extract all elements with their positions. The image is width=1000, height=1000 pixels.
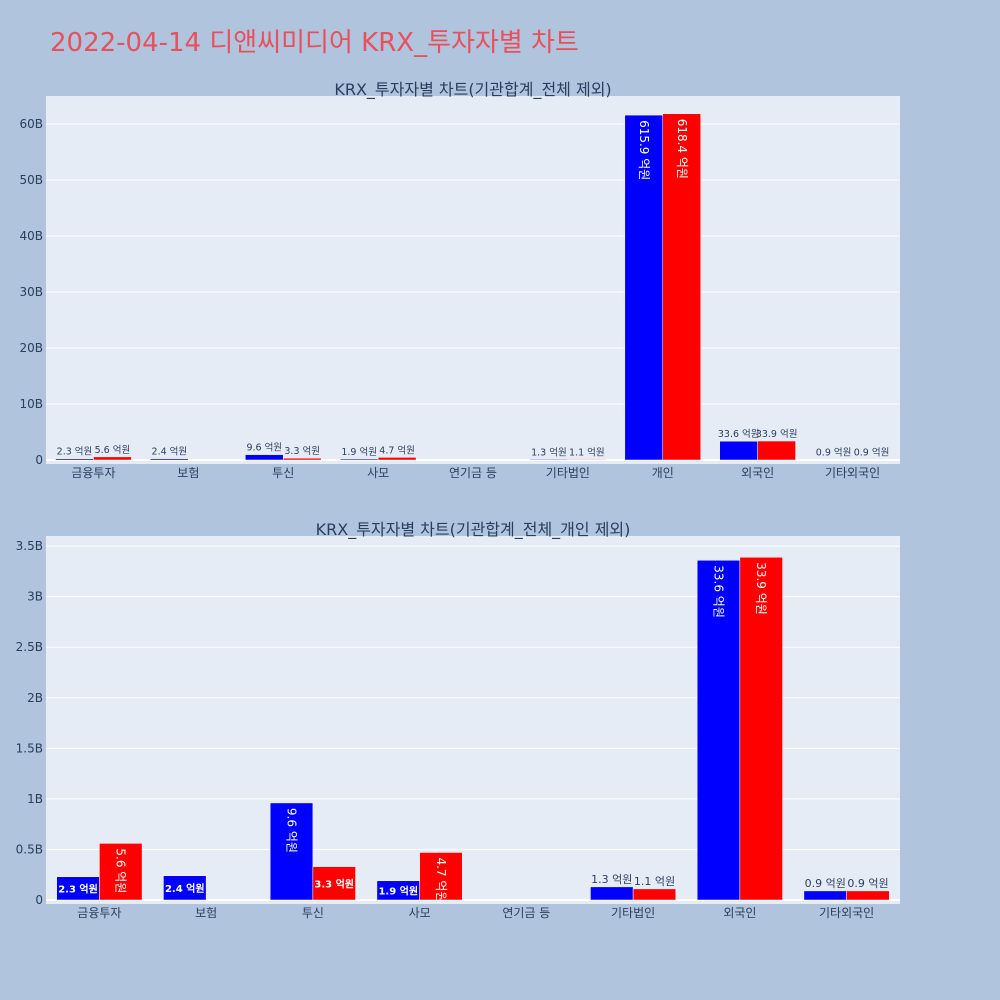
bar — [624, 114, 664, 461]
x-tick-label: 기타외국인 — [825, 466, 880, 480]
bar — [339, 458, 379, 461]
data-label: 615.9 억원 — [637, 120, 651, 180]
bar — [662, 113, 701, 461]
bar — [632, 888, 677, 901]
x-tick-label: 금융투자 — [71, 466, 115, 480]
bar — [269, 802, 314, 901]
page-title: 2022-04-14 디앤씨미디어 KRX_투자자별 차트 — [50, 28, 579, 58]
data-label: 0.9 억원 — [854, 446, 890, 458]
bar — [99, 843, 143, 901]
y-tick-label: 10B — [19, 397, 43, 411]
data-label: 3.3 억원 — [314, 877, 354, 890]
bar — [803, 890, 847, 901]
x-tick-label: 기타법인 — [546, 466, 590, 480]
data-label: 0.9 억원 — [847, 877, 888, 890]
data-label: 2.3 억원 — [57, 446, 93, 458]
bar — [814, 459, 853, 461]
y-tick-label: 1.5B — [16, 741, 43, 755]
x-tick-label: 금융투자 — [77, 906, 121, 920]
bar — [245, 454, 284, 461]
x-tick-label: 사모 — [367, 466, 389, 480]
bar — [163, 875, 207, 901]
y-tick-label: 0 — [35, 893, 43, 907]
y-tick-label: 50B — [19, 173, 43, 187]
data-label: 9.6 억원 — [285, 808, 299, 853]
data-label: 33.6 억원 — [712, 565, 726, 618]
y-tick-label: 3B — [27, 590, 43, 604]
bar — [419, 852, 463, 901]
bar — [846, 890, 890, 901]
y-tick-label: 30B — [19, 285, 43, 299]
x-tick-label: 사모 — [409, 906, 431, 920]
x-tick-label: 연기금 등 — [502, 906, 550, 920]
bar — [93, 456, 132, 461]
bar — [719, 440, 758, 461]
y-tick-label: 40B — [19, 229, 43, 243]
data-label: 2.3 억원 — [58, 882, 98, 895]
data-label: 33.9 억원 — [756, 428, 798, 440]
data-label: 1.1 억원 — [634, 875, 675, 888]
data-label: 0.9 억원 — [816, 446, 852, 458]
data-label: 4.7 억원 — [379, 444, 415, 456]
bar — [282, 457, 322, 461]
x-tick-label: 연기금 등 — [449, 466, 497, 480]
y-tick-label: 3.5B — [16, 539, 43, 553]
bar — [150, 458, 189, 461]
bar — [377, 457, 417, 461]
data-label: 1.3 억원 — [531, 446, 567, 458]
y-tick-label: 0 — [35, 453, 43, 467]
chart-title-2: KRX_투자자별 차트(기관합계_전체_개인 제외) — [316, 520, 631, 540]
y-tick-label: 1B — [27, 792, 43, 806]
data-label: 1.9 억원 — [378, 884, 418, 897]
x-tick-label: 외국인 — [723, 906, 756, 920]
data-label: 1.1 억원 — [569, 446, 605, 458]
bar — [529, 459, 569, 461]
data-label: 2.4 억원 — [152, 446, 188, 458]
x-tick-label: 보험 — [177, 466, 199, 480]
data-label: 9.6 억원 — [246, 442, 282, 454]
x-tick-label: 투신 — [302, 906, 324, 920]
bar — [757, 440, 796, 461]
y-tick-label: 20B — [19, 341, 43, 355]
bar — [55, 458, 94, 461]
data-label: 2.4 억원 — [165, 882, 205, 895]
bar — [696, 560, 741, 901]
x-tick-label: 외국인 — [741, 466, 774, 480]
data-label: 5.6 억원 — [114, 848, 128, 893]
data-label: 618.4 억원 — [675, 119, 689, 179]
y-tick-label: 60B — [19, 117, 43, 131]
data-label: 3.3 억원 — [284, 445, 320, 457]
x-tick-label: 기타법인 — [611, 906, 655, 920]
x-tick-label: 보험 — [195, 906, 217, 920]
x-tick-label: 투신 — [272, 466, 294, 480]
bar — [567, 459, 607, 461]
bar — [590, 886, 634, 901]
data-label: 33.9 억원 — [754, 562, 768, 615]
x-tick-label: 개인 — [652, 466, 674, 480]
x-tick-label: 기타외국인 — [819, 906, 874, 920]
data-label: 4.7 억원 — [434, 857, 448, 902]
chart-title-1: KRX_투자자별 차트(기관합계_전체 제외) — [334, 80, 611, 100]
bar — [739, 556, 783, 901]
bar — [852, 459, 891, 461]
data-label: 5.6 억원 — [95, 444, 131, 456]
data-label: 1.3 억원 — [591, 873, 632, 886]
data-label: 33.6 억원 — [718, 428, 760, 440]
data-label: 0.9 억원 — [805, 877, 846, 890]
y-tick-label: 2B — [27, 691, 43, 705]
data-label: 1.9 억원 — [341, 446, 377, 458]
plot-area-1 — [46, 96, 900, 464]
y-tick-label: 0.5B — [16, 842, 43, 856]
y-tick-label: 2.5B — [16, 640, 43, 654]
bar — [312, 866, 356, 901]
